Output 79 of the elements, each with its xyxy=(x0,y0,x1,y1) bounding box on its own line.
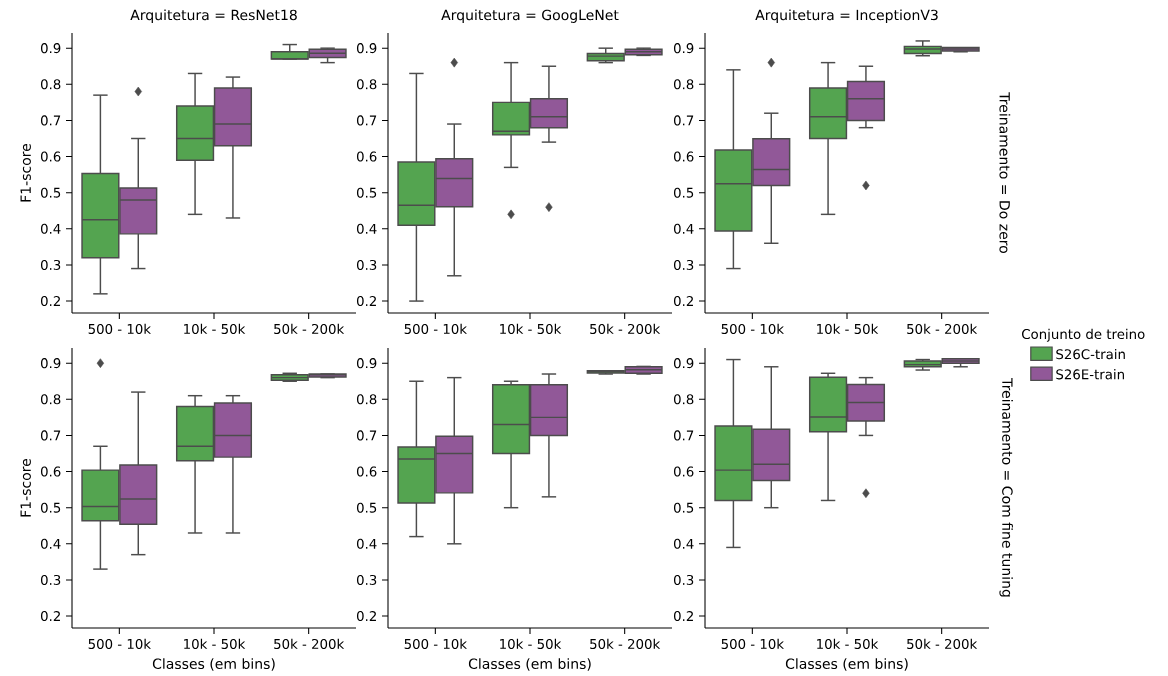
x-tick-label: 50k - 200k xyxy=(590,638,661,650)
y-tick-label: 0.9 xyxy=(356,43,377,54)
x-tick-label: 50k - 200k xyxy=(274,323,345,335)
y-tick-label: 0.5 xyxy=(673,502,694,513)
y-tick-label: 0.4 xyxy=(673,538,694,549)
y-tick-label: 0.5 xyxy=(356,502,377,513)
y-tick-label: 0.2 xyxy=(356,296,376,307)
y-tick-label: 0.3 xyxy=(356,259,377,270)
x-tick-label: 500 - 10k xyxy=(404,638,467,650)
y-tick-label: 0.8 xyxy=(673,79,694,90)
y-tick-label: 0.6 xyxy=(673,466,694,477)
y-tick-label: 0.6 xyxy=(673,151,694,162)
x-tick-label: 10k - 50k xyxy=(817,323,879,335)
y-tick-label: 0.8 xyxy=(40,394,61,405)
x-axis-title: Classes (em bins) xyxy=(785,658,908,671)
y-tick-label: 0.4 xyxy=(40,538,61,549)
y-tick-label: 0.8 xyxy=(356,79,377,90)
x-tick-label: 500 - 10k xyxy=(88,638,151,650)
y-tick-label: 0.7 xyxy=(40,115,61,126)
y-tick-label: 0.3 xyxy=(40,259,61,270)
y-tick-label: 0.3 xyxy=(40,574,61,585)
y2-axis-title: Treinamento = Do zero xyxy=(999,92,1011,253)
y-tick-label: 0.2 xyxy=(40,296,60,307)
y-tick-label: 0.5 xyxy=(40,502,61,513)
y-tick-label: 0.6 xyxy=(356,151,377,162)
x-axis-title: Classes (em bins) xyxy=(468,658,591,671)
y-tick-label: 0.9 xyxy=(40,43,61,54)
y-tick-label: 0.3 xyxy=(673,574,694,585)
y-tick-label: 0.2 xyxy=(40,611,60,622)
x-tick-label: 500 - 10k xyxy=(721,323,784,335)
x-tick-label: 500 - 10k xyxy=(404,323,467,335)
y-tick-label: 0.3 xyxy=(356,574,377,585)
y-tick-label: 0.8 xyxy=(673,394,694,405)
x-tick-label: 10k - 50k xyxy=(184,323,246,335)
y-tick-label: 0.7 xyxy=(40,430,61,441)
y-tick-label: 0.2 xyxy=(673,296,693,307)
chart-title: Arquitetura = GoogLeNet xyxy=(441,9,619,23)
x-tick-label: 500 - 10k xyxy=(721,638,784,650)
y-tick-label: 0.4 xyxy=(356,223,377,234)
y-tick-label: 0.6 xyxy=(40,466,61,477)
y-tick-label: 0.4 xyxy=(356,538,377,549)
y-tick-label: 0.4 xyxy=(40,223,61,234)
y-tick-label: 0.9 xyxy=(40,358,61,369)
y-tick-label: 0.8 xyxy=(356,394,377,405)
y-tick-label: 0.5 xyxy=(40,187,61,198)
x-tick-label: 50k - 200k xyxy=(274,638,345,650)
legend-label: S26E-train xyxy=(1056,369,1124,380)
y-tick-label: 0.6 xyxy=(356,466,377,477)
y-tick-label: 0.2 xyxy=(356,611,376,622)
y-tick-label: 0.3 xyxy=(673,259,694,270)
x-tick-label: 50k - 200k xyxy=(590,323,661,335)
y-tick-label: 0.7 xyxy=(356,115,377,126)
x-tick-label: 50k - 200k xyxy=(907,638,978,650)
chart-title: Arquitetura = InceptionV3 xyxy=(755,9,938,23)
x-tick-label: 10k - 50k xyxy=(817,638,879,650)
x-tick-label: 10k - 50k xyxy=(500,638,562,650)
x-tick-label: 10k - 50k xyxy=(184,638,246,650)
x-tick-label: 500 - 10k xyxy=(88,323,151,335)
y-tick-label: 0.9 xyxy=(673,43,694,54)
x-tick-label: 10k - 50k xyxy=(500,323,562,335)
x-tick-label: 50k - 200k xyxy=(907,323,978,335)
y-tick-label: 0.4 xyxy=(673,223,694,234)
y-tick-label: 0.7 xyxy=(356,430,377,441)
y-tick-label: 0.6 xyxy=(40,151,61,162)
y-axis-title: F1-score xyxy=(20,458,31,517)
y-tick-label: 0.7 xyxy=(673,430,694,441)
y-axis-title: F1-score xyxy=(20,143,31,202)
y-tick-label: 0.2 xyxy=(673,611,693,622)
y-tick-label: 0.5 xyxy=(356,187,377,198)
legend-title: Conjunto de treino xyxy=(1022,328,1145,342)
x-axis-title: Classes (em bins) xyxy=(152,658,275,671)
y-tick-label: 0.7 xyxy=(673,115,694,126)
y-tick-label: 0.9 xyxy=(673,358,694,369)
y2-axis-title: Treinamento = Com fine tuning xyxy=(999,378,1013,597)
y-tick-label: 0.5 xyxy=(673,187,694,198)
y-tick-label: 0.8 xyxy=(40,79,61,90)
legend-label: S26C-train xyxy=(1056,348,1125,360)
chart-title: Arquitetura = ResNet18 xyxy=(130,9,297,23)
y-tick-label: 0.9 xyxy=(356,358,377,369)
